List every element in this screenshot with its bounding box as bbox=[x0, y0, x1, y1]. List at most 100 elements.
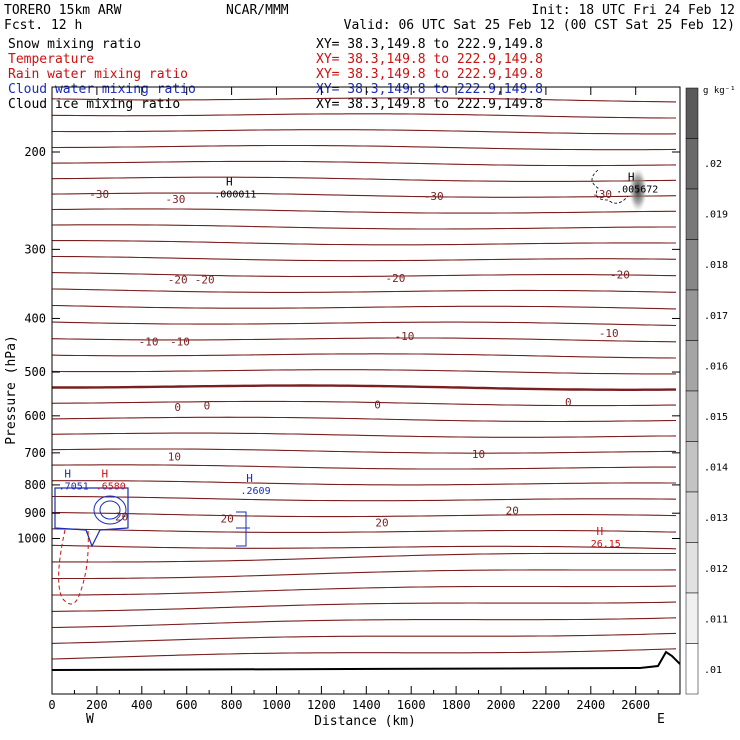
isotherm-line bbox=[52, 176, 677, 182]
x-tick-label: 200 bbox=[86, 698, 108, 712]
colorbar-segment bbox=[685, 138, 699, 190]
colorbar-label: .014 bbox=[704, 463, 728, 474]
isotherm-line bbox=[52, 552, 676, 563]
colorbar-segment bbox=[685, 87, 699, 139]
temperature-label: 20 bbox=[506, 505, 519, 518]
isotherm-line bbox=[52, 601, 677, 612]
isotherm-line bbox=[52, 113, 676, 119]
cloud-water-contour bbox=[99, 500, 121, 520]
temperature-label: -10 bbox=[599, 327, 619, 340]
temperature-label: 0 bbox=[374, 398, 381, 411]
temperature-label: 10 bbox=[472, 448, 485, 461]
colorbar-segment bbox=[685, 239, 699, 291]
temperature-label: -20 bbox=[195, 273, 215, 286]
snow-contour bbox=[591, 169, 629, 204]
extremum-marker: H bbox=[64, 467, 71, 480]
x-tick-label: 2400 bbox=[576, 698, 605, 712]
model-title: TORERO 15km ARW bbox=[4, 3, 122, 18]
x-tick-label: 600 bbox=[176, 698, 198, 712]
colorbar-segment bbox=[685, 188, 699, 240]
x-tick-label: 2200 bbox=[531, 698, 560, 712]
field-xy: XY= 38.3,149.8 to 222.9,149.8 bbox=[316, 97, 543, 112]
colorbar-segment bbox=[685, 340, 699, 392]
isotherm-line bbox=[52, 464, 676, 470]
rain-water-contour bbox=[58, 529, 89, 605]
y-tick-label: 900 bbox=[24, 506, 46, 520]
x-tick-label: 2000 bbox=[487, 698, 516, 712]
west-end-label: W bbox=[86, 712, 94, 727]
y-tick-label: 1000 bbox=[17, 532, 46, 546]
isotherm-line bbox=[52, 144, 677, 151]
field-legend: Snow mixing ratio Temperature Rain water… bbox=[8, 37, 543, 112]
field-name: Snow mixing ratio bbox=[8, 37, 141, 52]
isotherm-line bbox=[52, 480, 676, 486]
colorbar-segment bbox=[685, 441, 699, 493]
init-time: Init: 18 UTC Fri 24 Feb 12 bbox=[532, 3, 736, 18]
field-xy: XY= 38.3,149.8 to 222.9,149.8 bbox=[316, 52, 543, 67]
x-tick-label: 1200 bbox=[307, 698, 336, 712]
isotherm-line bbox=[52, 224, 676, 230]
isotherm-line bbox=[52, 617, 677, 629]
isotherm-line bbox=[52, 432, 677, 438]
isotherm-line bbox=[52, 129, 677, 135]
colorbar-label: .011 bbox=[704, 614, 728, 625]
isotherm-line bbox=[52, 369, 676, 375]
plot-area: -76.82-30-30-30-30-20-20-20-20-10-10-10-… bbox=[52, 97, 680, 671]
colorbar-label: .017 bbox=[704, 311, 728, 322]
field-name: Cloud water mixing ratio bbox=[8, 82, 196, 97]
colorbar-label: .02 bbox=[704, 159, 722, 170]
x-tick-label: 400 bbox=[131, 698, 153, 712]
isotherm-line bbox=[52, 304, 677, 310]
colorbar-label: .012 bbox=[704, 564, 728, 575]
extremum-marker: H bbox=[596, 525, 603, 538]
temperature-label: 0 bbox=[174, 401, 181, 414]
temperature-label: -30 bbox=[592, 188, 612, 201]
x-tick-label: 2600 bbox=[621, 698, 650, 712]
temperature-label: -10 bbox=[170, 335, 190, 348]
isotherm-line bbox=[52, 321, 677, 327]
isotherm-line bbox=[52, 544, 677, 550]
field-name: Rain water mixing ratio bbox=[8, 67, 188, 82]
extremum-value: .000011 bbox=[214, 190, 256, 201]
temperature-contours bbox=[52, 97, 677, 660]
y-tick-label: 200 bbox=[24, 145, 46, 159]
temperature-label: -20 bbox=[610, 268, 630, 281]
field-name: Cloud ice mixing ratio bbox=[8, 97, 180, 112]
colorbar-label: .01 bbox=[704, 665, 722, 676]
cloud-water-contour bbox=[54, 487, 129, 548]
isotherm-line bbox=[52, 495, 677, 502]
colorbar-label: .015 bbox=[704, 412, 728, 423]
colorbar: .01 .011 .012 .013 .014 .015 .016 .017 .018 .019.… bbox=[685, 87, 728, 695]
temperature-label: -20 bbox=[386, 272, 406, 285]
isotherm-line bbox=[52, 97, 677, 103]
x-axis-label: Distance (km) bbox=[314, 714, 416, 729]
isotherm-line bbox=[52, 448, 676, 454]
isotherm-line bbox=[52, 632, 677, 644]
isotherm-line bbox=[52, 585, 677, 596]
isotherm-line bbox=[52, 528, 677, 533]
isotherm-line bbox=[52, 353, 677, 359]
temperature-label: 0 bbox=[565, 396, 572, 409]
temperature-label: 20 bbox=[220, 512, 233, 525]
isotherm-line bbox=[52, 208, 676, 214]
x-tick-label: 1000 bbox=[262, 698, 291, 712]
colorbar-segment bbox=[685, 643, 699, 695]
colorbar-label: .019 bbox=[704, 210, 728, 221]
y-tick-label: 800 bbox=[24, 478, 46, 492]
isotherm-line bbox=[52, 337, 677, 343]
isotherm-line bbox=[52, 384, 676, 391]
isotherm-line bbox=[52, 288, 677, 293]
y-tick-label: 300 bbox=[24, 242, 46, 256]
x-tick-label: 1600 bbox=[397, 698, 426, 712]
y-tick-label: 600 bbox=[24, 409, 46, 423]
cloud-water-contour bbox=[93, 495, 127, 525]
colorbar-segment bbox=[685, 592, 699, 644]
forecast-hour: Fcst. 12 h bbox=[4, 18, 82, 33]
extremum-value: .005672 bbox=[616, 184, 658, 195]
temperature-labels: -76.82-30-30-30-30-20-20-20-20-10-10-10-… bbox=[59, 170, 659, 550]
east-end-label: E bbox=[657, 712, 665, 727]
x-tick-label: 0 bbox=[48, 698, 55, 712]
isotherm-line bbox=[52, 512, 677, 518]
isotherm-line bbox=[52, 400, 676, 407]
cloud-ice-shading bbox=[629, 168, 647, 212]
